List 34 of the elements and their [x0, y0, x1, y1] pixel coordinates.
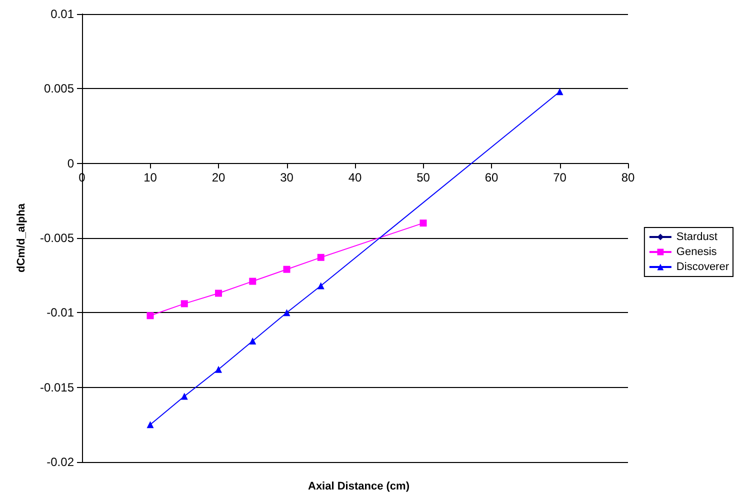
y-tick-label: 0.01 [50, 7, 74, 21]
x-tick-label: 70 [553, 170, 567, 184]
y-tick-label: -0.01 [46, 306, 74, 320]
x-tick-label: 20 [212, 170, 226, 184]
point [180, 300, 188, 308]
y-tick-label: -0.02 [46, 455, 74, 469]
x-tick-label: 30 [280, 170, 294, 184]
point [317, 282, 324, 290]
x-tick-label: 80 [621, 170, 635, 184]
x-tick-label: 10 [144, 170, 158, 184]
x-tick-label: 40 [348, 170, 362, 184]
y-axis-title: dCm/d_alpha [16, 202, 28, 273]
point [180, 392, 188, 400]
point [215, 366, 222, 373]
x-axis-title: Axial Distance (cm) [308, 480, 410, 492]
legend-label: Genesis [676, 246, 718, 258]
point [420, 220, 427, 227]
point [556, 88, 564, 96]
x-tick-label: 60 [484, 170, 498, 184]
point [146, 421, 154, 428]
y-tick-label: 0 [67, 156, 74, 170]
point [249, 278, 256, 285]
x-tick-label: 50 [416, 170, 430, 184]
point [283, 309, 290, 316]
point [215, 290, 222, 297]
point [317, 254, 324, 261]
legend-label: Stardust [676, 231, 718, 243]
point [283, 266, 290, 273]
y-tick-label: -0.015 [40, 380, 74, 394]
legend-label: Discoverer [676, 261, 730, 273]
point [249, 338, 256, 345]
point [146, 312, 154, 320]
y-tick-label: 0.005 [44, 82, 74, 96]
y-tick-label: -0.005 [40, 231, 74, 245]
